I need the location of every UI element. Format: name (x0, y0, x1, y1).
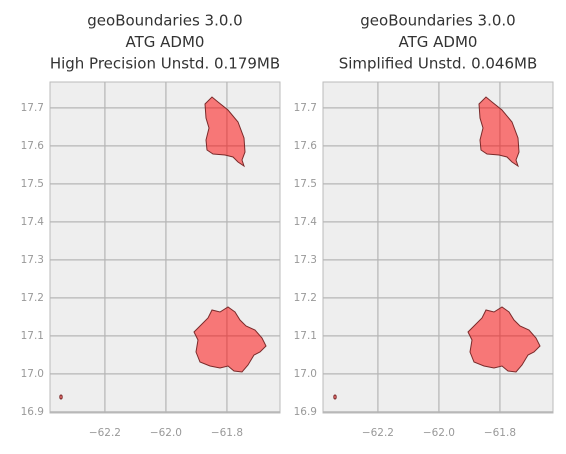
x-tick-label: −62.0 (150, 427, 182, 439)
y-tick-label: 17.2 (21, 292, 44, 304)
y-tick-label: 17.1 (21, 330, 44, 342)
x-tick-label: −62.0 (423, 427, 455, 439)
chart-title: geoBoundaries 3.0.0 (87, 12, 242, 30)
y-tick-label: 17.0 (294, 368, 317, 380)
y-tick-label: 17.3 (294, 254, 317, 266)
y-tick-label: 17.7 (294, 102, 317, 114)
x-tick-label: −61.8 (211, 427, 243, 439)
x-tick-label: −62.2 (362, 427, 394, 439)
y-tick-label: 17.5 (294, 178, 317, 190)
x-tick-label: −61.8 (484, 427, 516, 439)
y-tick-label: 17.0 (21, 368, 44, 380)
y-tick-label: 16.9 (21, 406, 44, 418)
y-tick-label: 17.6 (21, 140, 45, 152)
chart-title: Simplified Unstd. 0.046MB (339, 55, 538, 73)
chart-title: ATG ADM0 (399, 33, 478, 51)
y-tick-label: 17.2 (294, 292, 317, 304)
y-tick-label: 17.6 (294, 140, 318, 152)
x-tick-label: −62.2 (89, 427, 121, 439)
panel: geoBoundaries 3.0.0 ATG ADM0 High Precisio… (21, 12, 281, 439)
chart-title: ATG ADM0 (126, 33, 205, 51)
panel: geoBoundaries 3.0.0 ATG ADM0 Simplified Un… (294, 12, 554, 439)
y-tick-label: 17.4 (294, 216, 318, 228)
y-tick-label: 17.5 (21, 178, 44, 190)
y-tick-label: 17.1 (294, 330, 317, 342)
chart-title: geoBoundaries 3.0.0 (360, 12, 515, 30)
y-tick-label: 17.7 (21, 102, 44, 114)
y-tick-label: 16.9 (294, 406, 317, 418)
y-tick-label: 17.3 (21, 254, 44, 266)
chart-title: High Precision Unstd. 0.179MB (50, 55, 280, 73)
y-tick-label: 17.4 (21, 216, 45, 228)
